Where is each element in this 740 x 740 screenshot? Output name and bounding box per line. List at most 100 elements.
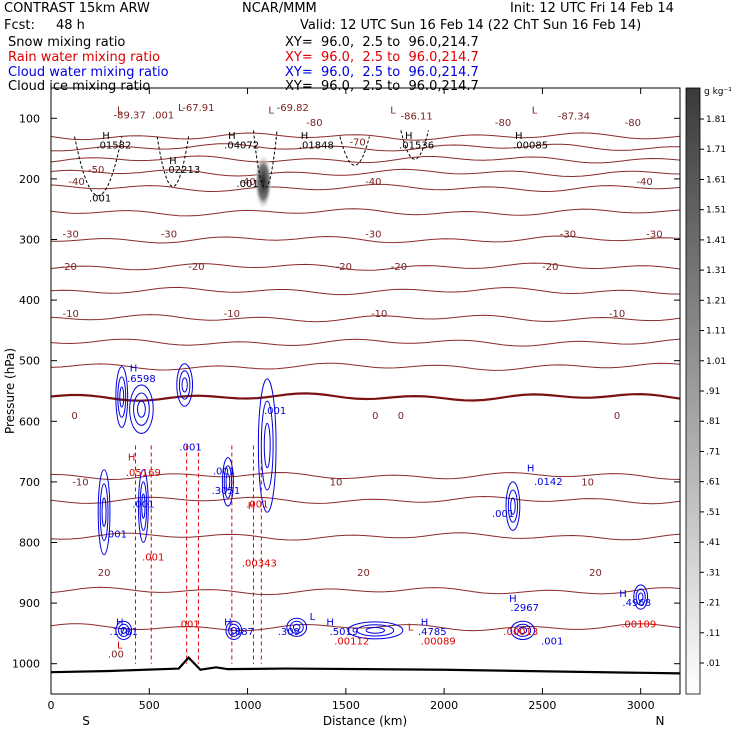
- colorbar-tick-label: 1.11: [706, 327, 726, 337]
- extremum-marker: H: [619, 589, 627, 600]
- colorbar: g kg⁻¹ 1.81 1.71 1.61 1.51 1.41 1.31 1.21 1.11 1…: [685, 87, 732, 695]
- extremum-value: .05169: [126, 468, 161, 479]
- x-axis-label: Distance (km): [323, 714, 407, 728]
- temperature-contour: [51, 286, 680, 296]
- y-tick-label: 500: [19, 355, 40, 368]
- cloud-water-contour: [365, 627, 386, 634]
- field-cloudwater-label: Cloud water mixing ratio: [8, 65, 169, 80]
- cloud-water-contour: [115, 620, 133, 640]
- cloud-water-contour: [117, 623, 130, 637]
- temperature-label: -80: [625, 118, 641, 129]
- colorbar-tick-label: 1.21: [706, 296, 726, 306]
- cloud-water-contour: [137, 469, 149, 544]
- temperature-contour: [51, 532, 680, 541]
- temperature-contour: [51, 392, 680, 402]
- extremum-value: .0142: [534, 477, 563, 488]
- extremum-marker: L: [117, 641, 123, 652]
- colorbar-tick-label: 1.31: [706, 266, 726, 276]
- extremum-value: .01848: [299, 141, 334, 152]
- colorbar-tick-label: .21: [706, 599, 720, 609]
- extremum-marker: H: [128, 453, 136, 464]
- colorbar-tick-label: 1.51: [706, 206, 726, 216]
- extremum-value: .00109: [621, 619, 656, 630]
- extremum-marker: H: [301, 131, 309, 142]
- temperature-contour: [51, 338, 680, 347]
- x-end-north: N: [656, 714, 665, 728]
- temperature-contour: [51, 362, 680, 371]
- temperature-label: -30: [161, 230, 177, 241]
- cloud-water-contour: [120, 626, 127, 634]
- cloud-water-contour: [221, 457, 234, 507]
- temperature-contour: [51, 262, 680, 271]
- temperature-label: 10: [330, 478, 343, 489]
- temperature-label: -89.37: [114, 110, 146, 121]
- temperature-label: .00: [108, 650, 124, 661]
- extremum-value: .309: [278, 627, 300, 638]
- extremum-value: .1781: [109, 627, 138, 638]
- cloud-water-contour: [510, 497, 516, 515]
- extremum-marker: L: [268, 105, 274, 116]
- field-snow-xy: XY= 96.0, 2.5 to 96.0,214.7: [285, 35, 479, 50]
- cloud-water-contour: [97, 469, 111, 556]
- x-tick-label: 1000: [234, 699, 262, 712]
- temperature-label: -10: [609, 309, 625, 320]
- extremum-value: .02213: [165, 165, 200, 176]
- extremum-marker: H: [116, 618, 124, 629]
- cloud-water-contour: [230, 626, 237, 634]
- y-tick-label: 700: [19, 476, 40, 489]
- extremum-marker: H: [326, 618, 334, 629]
- colorbar-tick-label: .01: [706, 659, 720, 669]
- extremum-marker: L: [532, 105, 538, 116]
- cloud-water-contour: [518, 626, 528, 634]
- extremum-marker: H: [102, 131, 110, 142]
- temperature-label: .001: [152, 110, 174, 121]
- field-cloudwater-xy: XY= 96.0, 2.5 to 96.0,214.7: [285, 65, 479, 80]
- temperature-label: -10: [224, 309, 240, 320]
- cloud-water-contour: [225, 473, 231, 491]
- extremum-value: .001: [142, 553, 164, 564]
- colorbar-unit: g kg⁻¹: [704, 87, 732, 97]
- extremum-marker: L: [310, 612, 316, 623]
- colorbar-tick-label: .11: [706, 629, 720, 639]
- temperature-label: 0: [71, 411, 77, 422]
- temperature-label: -50: [88, 165, 104, 176]
- temperature-label: 0: [372, 411, 378, 422]
- colorbar-tick-label: .61: [706, 478, 720, 488]
- extremum-value: .001: [236, 179, 258, 190]
- extremum-value: .4785: [418, 627, 447, 638]
- extremum-marker: H: [248, 501, 256, 512]
- extremum-value: .5019: [330, 627, 359, 638]
- cloud-ice-contour: [400, 130, 429, 160]
- extremum-value: .001: [246, 499, 268, 510]
- cloud-water-contour: [286, 617, 308, 637]
- temperature-label: -30: [560, 230, 576, 241]
- extremum-marker: L: [408, 622, 414, 633]
- x-tick-label: 3000: [627, 699, 655, 712]
- extremum-value: .001: [492, 509, 514, 520]
- temperature-contour: [51, 183, 680, 193]
- temperature-contour: [51, 168, 680, 178]
- temperature-label: -20: [542, 262, 558, 273]
- temperature-label: -87.34: [558, 112, 590, 123]
- temperature-contour: [51, 143, 680, 152]
- cloud-water-contour: [225, 620, 243, 640]
- model-title: CONTRAST 15km ARW: [4, 1, 150, 16]
- temperature-label: 20: [589, 568, 602, 579]
- y-tick-label: 1000: [12, 658, 40, 671]
- extremum-value: .01536: [399, 141, 434, 152]
- x-tick-label: 2000: [430, 699, 458, 712]
- field-cloudice-xy: XY= 96.0, 2.5 to 96.0,214.7: [285, 79, 479, 94]
- extremum-value: .3051: [212, 486, 241, 497]
- extremum-marker: L: [178, 103, 184, 114]
- extremum-value: .2967: [510, 603, 539, 614]
- extremum-value: .6598: [127, 374, 156, 385]
- extremum-marker: H: [421, 618, 429, 629]
- extremum-marker: H: [169, 156, 177, 167]
- extremum-value: .04072: [224, 141, 259, 152]
- colorbar-tick-label: .81: [706, 417, 720, 427]
- colorbar-tick-label: .41: [706, 538, 720, 548]
- valid-time: Valid: 12 UTC Sun 16 Feb 14 (22 ChT Sun …: [300, 18, 642, 33]
- temperature-label: 0: [614, 411, 620, 422]
- temperature-label: -40: [636, 177, 652, 188]
